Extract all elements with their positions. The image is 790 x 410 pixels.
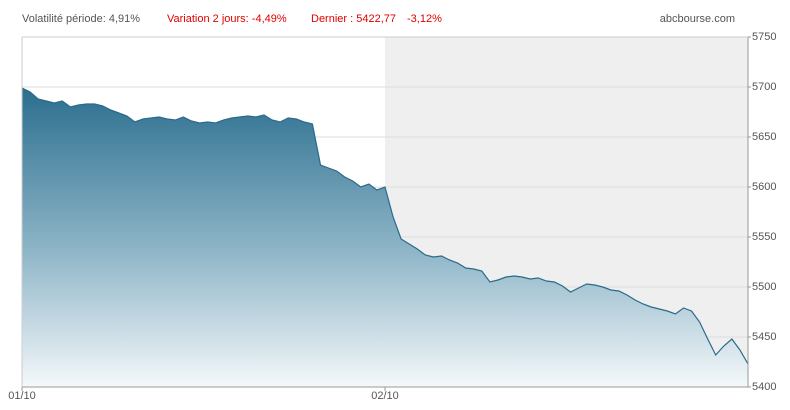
- area: [22, 88, 748, 387]
- volatility-label: Volatilité période: 4,91%: [22, 13, 140, 25]
- last-price-label: Dernier : 5422,77: [311, 13, 396, 25]
- last-change-label: -3,12%: [407, 13, 442, 25]
- y-tick-label: 5450: [752, 331, 776, 343]
- y-tick-label: 5700: [752, 81, 776, 93]
- x-tick-label: 01/10: [8, 390, 36, 402]
- y-tick-label: 5500: [752, 281, 776, 293]
- y-tick-label: 5550: [752, 231, 776, 243]
- x-tick-label: 02/10: [371, 390, 399, 402]
- y-tick-label: 5400: [752, 381, 776, 393]
- price-line: [21, 87, 749, 365]
- y-tick-label: 5650: [752, 131, 776, 143]
- source-label: abcbourse.com: [660, 13, 735, 25]
- y-tick-label: 5600: [752, 181, 776, 193]
- y-tick-label: 5750: [752, 31, 776, 43]
- variation-label: Variation 2 jours: -4,49%: [167, 13, 287, 25]
